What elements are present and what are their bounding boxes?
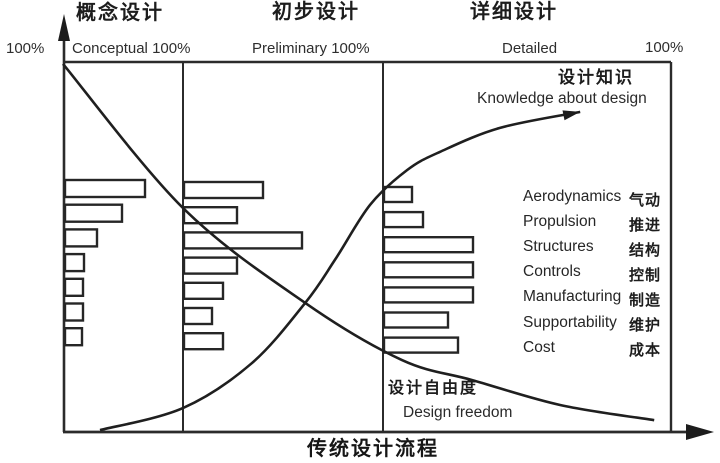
discipline-label-zh-propulsion: 推进 [629, 216, 662, 234]
discipline-label-zh-controls: 控制 [629, 266, 662, 284]
bar-preliminary-propulsion [182, 205, 239, 225]
bar-preliminary-controls [182, 256, 239, 275]
phase-max-label: 100% [331, 40, 370, 57]
discipline-label-zh-manufacturing: 制造 [629, 291, 662, 309]
discipline-label-en-aerodynamics: Aerodynamics [523, 188, 622, 205]
x-axis-title: 传统设计流程 [307, 438, 439, 460]
bar-conceptual-manufacturing [63, 277, 85, 297]
bar-preliminary-supportability [182, 306, 214, 326]
bar-detailed-controls [382, 261, 475, 279]
bar-conceptual-cost [63, 327, 84, 347]
phase-header-detailed-zh: 详细设计 [470, 1, 558, 23]
phase-max-label: 100% [152, 40, 191, 57]
discipline-label-en-manufacturing: Manufacturing [523, 288, 622, 306]
bar-detailed-cost [382, 336, 460, 354]
bar-conceptual-aerodynamics [63, 178, 147, 199]
discipline-label-en-propulsion: Propulsion [523, 213, 597, 231]
phase-header-preliminary-zh: 初步设计 [272, 1, 360, 23]
curves-layer [62, 63, 655, 432]
discipline-label-en-controls: Controls [523, 263, 581, 281]
bar-conceptual-structures [63, 228, 99, 248]
phase-name-en: Preliminary [252, 40, 328, 57]
freedom-label-zh: 设计自由度 [388, 380, 479, 397]
bar-preliminary-manufacturing [182, 281, 225, 300]
phase-name-en: Conceptual [72, 40, 148, 57]
discipline-label-zh-supportability: 维护 [629, 317, 662, 334]
curve-knowledge-about-design [99, 110, 581, 432]
x-axis-arrow-icon [686, 424, 714, 440]
bars-layer [63, 178, 475, 354]
knowledge-curve-arrow-icon [562, 110, 581, 121]
knowledge-label-zh: 设计知识 [558, 68, 634, 87]
discipline-label-en-structures: Structures [523, 238, 594, 256]
detailed-max-label: 100% [645, 39, 684, 56]
discipline-label-zh-structures: 结构 [629, 241, 662, 259]
y-axis-arrow-icon [58, 14, 70, 41]
phase-header-conceptual-en: Conceptual 100% [72, 40, 191, 58]
discipline-label-en-supportability: Supportability [523, 313, 617, 331]
bar-detailed-manufacturing [382, 286, 475, 304]
curve-design-freedom [62, 63, 655, 422]
bar-preliminary-cost [182, 332, 225, 351]
bar-preliminary-aerodynamics [182, 180, 265, 200]
discipline-label-zh-cost: 成本 [629, 342, 662, 360]
discipline-label-zh-aerodynamics: 气动 [629, 191, 662, 209]
knowledge-label-en: Knowledge about design [477, 90, 647, 107]
bar-conceptual-propulsion [63, 203, 124, 223]
y-axis-max-label: 100% [6, 40, 45, 57]
bar-detailed-propulsion [382, 210, 425, 229]
bar-detailed-supportability [382, 311, 450, 329]
bar-detailed-aerodynamics [382, 185, 414, 204]
discipline-label-en-cost: Cost [523, 338, 555, 356]
phase-header-preliminary-en: Preliminary 100% [252, 40, 370, 58]
bar-conceptual-controls [63, 252, 86, 273]
phase-header-detailed-en: Detailed [502, 40, 558, 57]
bar-preliminary-structures [182, 231, 304, 250]
bar-detailed-structures [382, 235, 475, 254]
phase-header-conceptual-zh: 概念设计 [76, 2, 164, 24]
freedom-label-en: Design freedom [403, 404, 513, 421]
bar-conceptual-supportability [63, 302, 85, 322]
